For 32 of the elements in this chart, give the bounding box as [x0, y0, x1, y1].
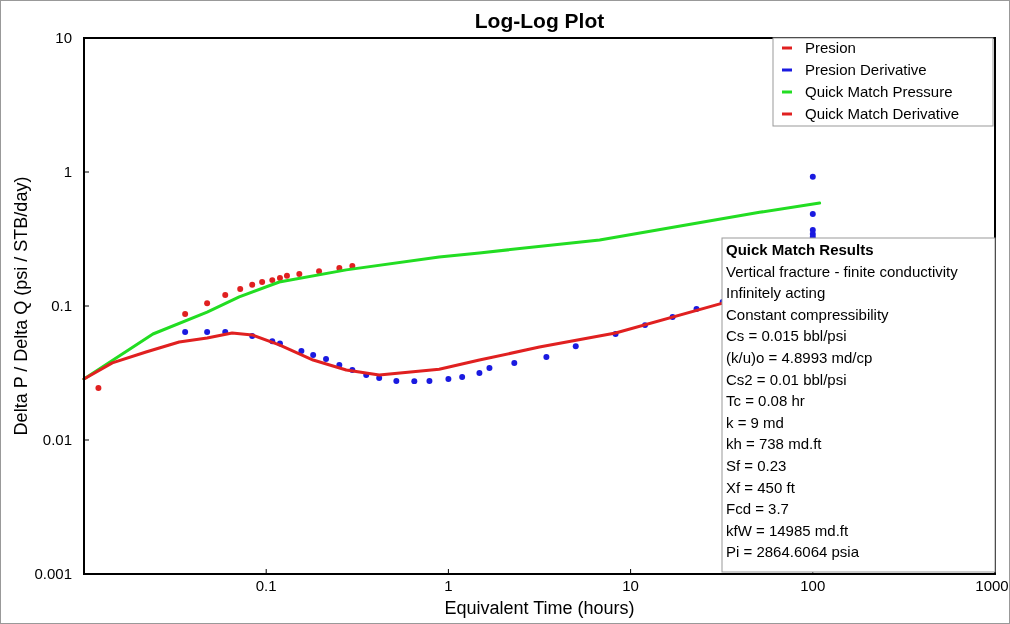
legend-label: Presion Derivative [805, 61, 927, 78]
annotation: k = 9 md [726, 413, 784, 431]
annotation: Fcd = 3.7 [726, 500, 789, 518]
annotation: kh = 738 md.ft [726, 435, 823, 453]
legend-label: Quick Match Derivative [805, 105, 960, 122]
annotation: Tc = 0.08 hr [726, 392, 805, 410]
annotation: Sf = 0.23 [726, 457, 787, 474]
legend-label: Presion [805, 39, 856, 56]
annotation: Cs2 = 0.01 bbl/psi [726, 370, 847, 388]
annotation: (k/u)o = 4.8993 md/cp [726, 349, 873, 366]
chart-title: Log-Log Plot [474, 9, 605, 32]
annotation: Vertical fracture - finite conductivity [726, 262, 959, 280]
annotation: Quick Match Results [726, 241, 874, 258]
x-tick-label: 1000 [975, 577, 1009, 594]
x-axis-title: Equivalent Time (hours) [444, 598, 635, 618]
annotation: Pi = 2864.6064 psia [726, 543, 860, 561]
x-tick-label: 10 [622, 577, 639, 594]
y-tick-label: 1 [63, 163, 72, 180]
x-tick-label: 1 [444, 577, 453, 594]
annotation: kfW = 14985 md.ft [726, 521, 849, 539]
x-tick-label: 0.1 [255, 577, 277, 594]
y-tick-label: 0.01 [42, 431, 72, 448]
annotation: Constant compressibility [726, 305, 890, 323]
legend-label: Quick Match Pressure [805, 83, 953, 100]
x-tick-label: 100 [800, 577, 826, 594]
y-tick-label: 10 [55, 29, 72, 46]
y-tick-label: 0.001 [34, 565, 72, 582]
annotation: Cs = 0.015 bbl/psi [726, 327, 847, 345]
y-axis-title: Delta P / Delta Q (psi / STB/day) [11, 176, 31, 436]
annotation: Xf = 450 ft [726, 478, 796, 496]
annotation: Infinitely acting [726, 284, 826, 302]
y-tick-label: 0.1 [51, 297, 72, 314]
